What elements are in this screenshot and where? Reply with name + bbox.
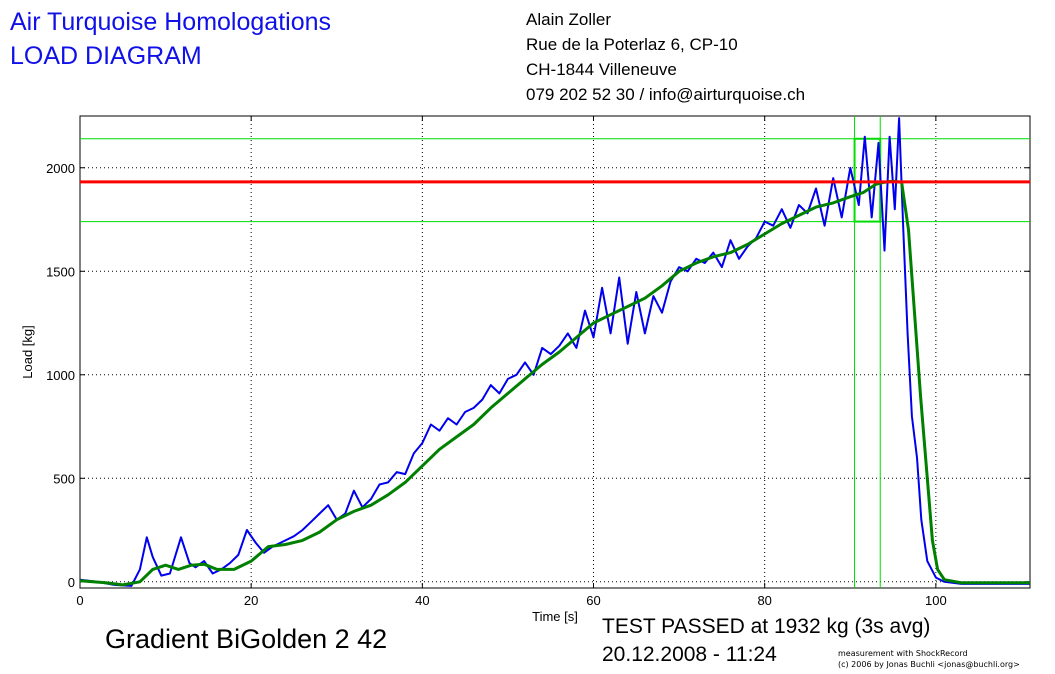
y-tick-label: 0 [68, 575, 75, 590]
y-axis-label: Load [kg] [20, 325, 35, 379]
chart-title-line1: Air Turquoise Homologations [10, 8, 331, 36]
address-street: Rue de la Poterlaz 6, CP-10 [526, 35, 738, 54]
x-tick-label: 100 [925, 593, 947, 608]
y-tick-label: 1000 [46, 368, 75, 383]
plot-area [79, 115, 1031, 589]
y-tick-label: 1500 [46, 264, 75, 279]
test-datetime: 20.12.2008 - 11:24 [602, 643, 777, 666]
x-tick-label: 60 [586, 593, 600, 608]
x-axis-label: Time [s] [532, 609, 578, 624]
x-tick-label: 0 [76, 593, 83, 608]
x-tick-label: 40 [415, 593, 429, 608]
chart-title-line2: LOAD DIAGRAM [10, 42, 202, 70]
test-verdict: TEST PASSED at 1932 kg (3s avg) [602, 615, 931, 638]
credit-line1: measurement with ShockRecord [838, 649, 968, 658]
address-name: Alain Zoller [526, 10, 612, 29]
x-tick-label: 20 [244, 593, 258, 608]
address-city: CH-1844 Villeneuve [526, 60, 677, 79]
glider-name: Gradient BiGolden 2 42 [105, 624, 388, 654]
x-tick-label: 80 [757, 593, 771, 608]
address-contact: 079 202 52 30 / info@airturquoise.ch [526, 85, 806, 104]
y-tick-label: 500 [53, 471, 75, 486]
credit-line2: (c) 2006 by Jonas Buchli <jonas@buchli.o… [838, 660, 1020, 669]
y-tick-label: 2000 [46, 161, 75, 176]
